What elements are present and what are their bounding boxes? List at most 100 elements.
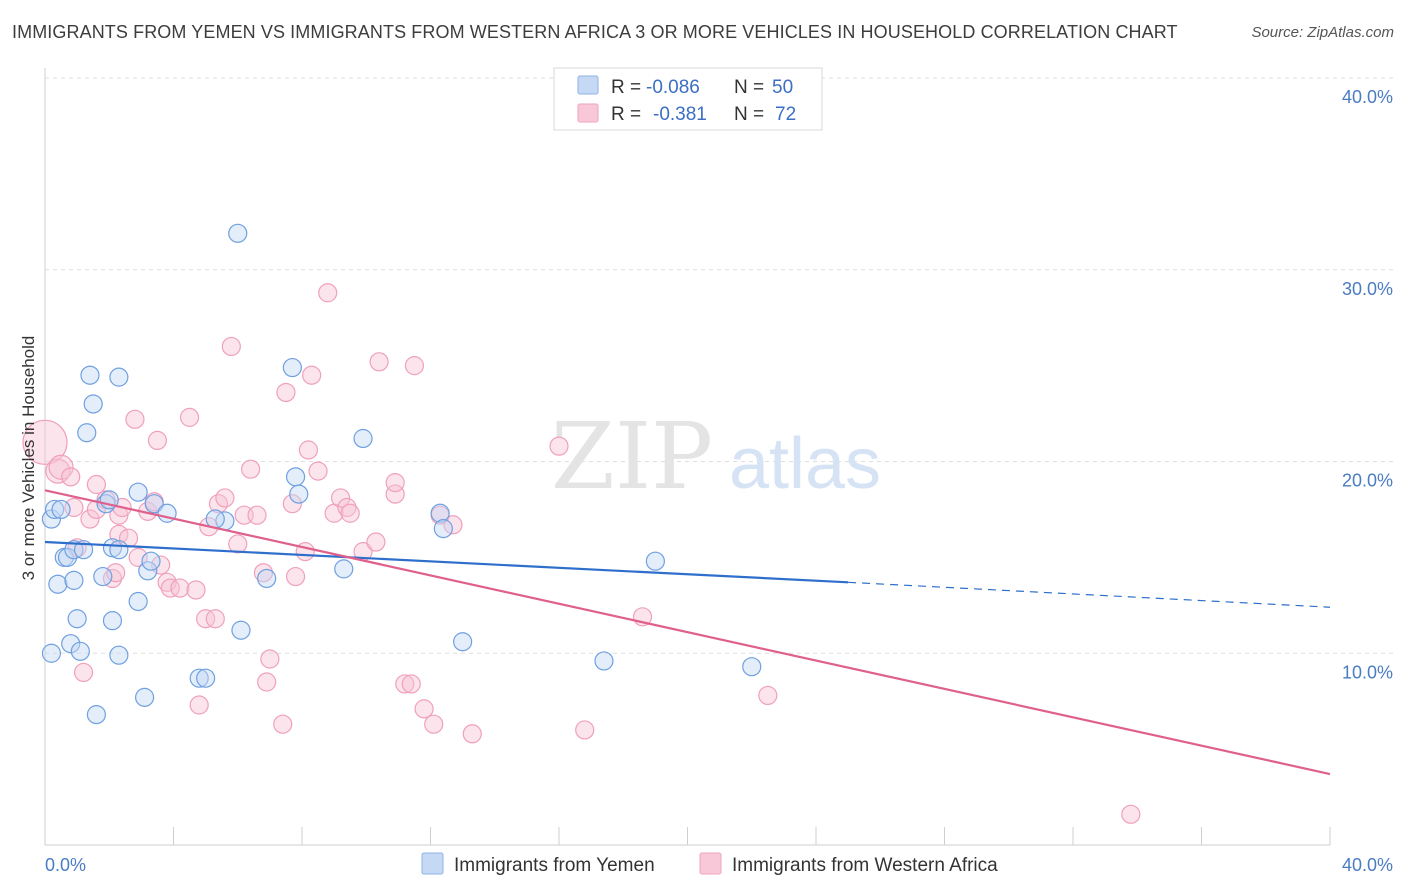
yemen-point-40 (289, 484, 309, 504)
yemen-point-42 (353, 428, 373, 449)
wafrica-point-7 (80, 509, 100, 529)
wafrica-point-25 (170, 578, 190, 598)
yemen-point-6 (57, 547, 78, 567)
wafrica-point-12 (106, 563, 126, 583)
legend-swatch-yemen (577, 75, 599, 95)
wafrica-point-29 (196, 609, 216, 629)
legend-box (553, 67, 823, 131)
yemen-point-39 (285, 467, 306, 487)
yemen-point-1 (41, 643, 62, 663)
yemen-point-35 (228, 223, 248, 243)
wafrica-point-42 (273, 714, 293, 734)
yemen-point-17 (93, 566, 113, 587)
legend-swatch-wafrica (577, 103, 599, 123)
source-note: Source: ZipAtlas.com (1251, 24, 1394, 41)
bottom-legend-wafrica: Immigrants from Western Africa (732, 855, 998, 876)
yemen-point-47 (645, 551, 665, 571)
yemen-point-29 (141, 551, 161, 571)
wafrica-point-17 (125, 409, 145, 429)
yemen-point-14 (80, 365, 100, 385)
wafrica-point-6 (73, 662, 94, 683)
series-legend: Immigrants from Yemen Immigrants from We… (421, 852, 998, 876)
legend-n-label-yemen: N = (734, 77, 764, 98)
wafrica-point-9 (86, 499, 107, 520)
watermark-zip: ZIP (551, 403, 713, 510)
y-tick-label-1: 20.0% (1342, 471, 1393, 491)
wafrica-point-33 (215, 488, 235, 508)
y-tick-label-0: 10.0% (1342, 662, 1393, 682)
legend-r-label-wafrica: R = (611, 104, 641, 125)
legend-r-wafrica: -0.381 (653, 104, 707, 125)
yemen-point-33 (196, 668, 216, 688)
wafrica-point-47 (298, 440, 319, 460)
yemen-point-7 (61, 634, 81, 654)
trend-lines (44, 489, 1331, 776)
yemen-point-9 (64, 570, 84, 590)
yemen-point-48 (742, 657, 762, 677)
wafrica-point-27 (186, 580, 206, 600)
wafrica-point-1 (45, 458, 71, 484)
yemen-point-25 (128, 482, 148, 502)
wafrica-point-71 (758, 685, 778, 706)
yemen-point-26 (128, 591, 148, 612)
yemen-point-36 (231, 620, 251, 640)
wafrica-point-34 (221, 336, 241, 357)
wafrica-point-63 (414, 699, 434, 719)
legend-n-label-wafrica: N = (734, 104, 764, 125)
yemen-point-23 (109, 367, 129, 387)
wafrica-point-69 (575, 720, 595, 740)
yemen-point-32 (189, 668, 209, 688)
wafrica-trend-line (44, 489, 1331, 776)
chart-title: IMMIGRANTS FROM YEMEN VS IMMIGRANTS FROM… (12, 22, 1178, 42)
wafrica-point-53 (337, 497, 357, 518)
yemen-point-49 (205, 509, 225, 529)
yemen-point-16 (86, 705, 107, 725)
yemen-point-2 (45, 499, 65, 520)
tick-labels: 0.0% 40.0% 10.0% 20.0% 30.0% 40.0% (45, 87, 1393, 875)
wafrica-point-44 (282, 494, 302, 514)
yemen-point-46 (594, 651, 614, 671)
wafrica-point-38 (247, 505, 267, 525)
yemen-point-13 (77, 423, 97, 443)
x-tick-label-0: 0.0% (45, 855, 86, 875)
yemen-point-10 (67, 609, 87, 629)
wafrica-point-3 (61, 467, 81, 487)
yemen-point-15 (83, 394, 103, 414)
watermark: ZIP atlas (551, 403, 881, 510)
wafrica-point-52 (330, 488, 351, 508)
yemen-point-44 (433, 519, 453, 539)
wafrica-point-35 (228, 534, 248, 554)
yemen-point-22 (109, 540, 129, 560)
wafrica-point-64 (424, 714, 444, 734)
wafrica-point-28 (189, 695, 209, 715)
wafrica-point-66 (443, 515, 463, 535)
axes (44, 68, 1331, 846)
yemen-point-38 (282, 357, 302, 378)
wafrica-point-48 (302, 365, 322, 385)
wafrica-point-72 (1121, 804, 1141, 824)
wafrica-point-56 (366, 532, 386, 552)
wafrica-point-62 (404, 356, 425, 376)
wafrica-point-8 (86, 474, 107, 495)
wafrica-point-61 (401, 674, 421, 694)
wafrica-point-24 (160, 578, 180, 598)
wafrica-point-11 (102, 568, 123, 589)
wafrica-point-2 (48, 454, 74, 480)
yemen-point-8 (64, 540, 84, 560)
yemen-point-43 (430, 503, 450, 523)
wafrica-point-41 (260, 649, 280, 669)
wafrica-point-58 (385, 484, 405, 504)
watermark-atlas: atlas (729, 424, 881, 504)
wafrica-point-68 (549, 436, 569, 456)
yemen-point-41 (334, 559, 354, 579)
wafrica-point-67 (462, 724, 482, 744)
wafrica-point-18 (128, 547, 148, 567)
wafrica-point-26 (179, 407, 200, 427)
wafrica-point-31 (205, 609, 225, 629)
wafrica-point-39 (253, 563, 274, 583)
legend-r-yemen: -0.086 (646, 77, 700, 98)
stats-legend: R = -0.086 N = 50 R = -0.381 N = 72 (553, 67, 823, 131)
yemen-point-4 (51, 499, 71, 520)
bottom-legend-yemen: Immigrants from Yemen (454, 855, 655, 876)
